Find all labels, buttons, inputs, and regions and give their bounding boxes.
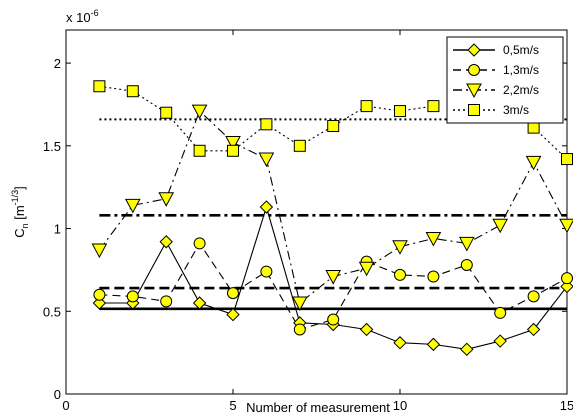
legend-marker-diamond — [467, 43, 481, 57]
data-point-square — [93, 80, 106, 93]
legend-label: 0,5m/s — [503, 43, 539, 57]
data-point-diamond — [560, 279, 573, 294]
data-point-square — [227, 144, 239, 157]
data-point-diamond — [259, 200, 274, 214]
data-point-triangle-down — [124, 198, 141, 214]
data-point-square — [427, 100, 440, 113]
data-point-triangle-down — [425, 231, 442, 247]
plot-area: 0 5 10 15 0 0.5 1 1.5 2 — [43, 29, 573, 413]
data-point-diamond — [192, 296, 207, 310]
y-tick-label: 2 — [54, 56, 61, 71]
data-point-circle — [561, 272, 573, 285]
plot-frame — [65, 29, 568, 395]
data-point-diamond — [526, 322, 541, 337]
y-multiplier: x 10-6 — [66, 8, 99, 25]
data-point-square — [360, 100, 373, 113]
x-tick-label: 5 — [229, 398, 236, 413]
data-point-triangle-down — [525, 155, 542, 171]
data-point-square — [260, 118, 273, 131]
data-point-square — [527, 121, 540, 134]
data-point-diamond — [460, 342, 474, 357]
legend-marker-circle — [468, 64, 480, 76]
x-tick-label: 15 — [560, 398, 573, 413]
data-point-square — [160, 106, 173, 119]
data-point-circle — [193, 237, 206, 250]
data-point-diamond — [226, 307, 240, 322]
y-tick-label: 0 — [54, 387, 61, 402]
data-point-circle — [126, 290, 139, 303]
x-tick-label: 0 — [62, 398, 69, 413]
data-point-circle — [160, 295, 173, 308]
y-tick-label: 1.5 — [43, 139, 61, 154]
data-point-circle — [460, 258, 473, 271]
data-point-circle — [394, 268, 406, 281]
data-point-diamond — [426, 337, 441, 352]
data-point-circle — [227, 287, 239, 300]
legend-label: 3m/s — [503, 103, 529, 117]
data-point-square — [293, 139, 306, 152]
data-point-circle — [293, 323, 306, 336]
legend-label: 2,2m/s — [503, 83, 539, 97]
data-point-triangle-down — [91, 243, 108, 259]
data-point-circle — [494, 306, 507, 319]
data-point-triangle-down — [392, 240, 408, 255]
y-tick-label: 0.5 — [43, 304, 61, 319]
data-point-square — [327, 119, 340, 132]
data-point-circle — [93, 288, 106, 301]
legend-box — [446, 36, 564, 124]
data-point-triangle-down — [358, 261, 375, 277]
data-point-triangle-down — [158, 192, 175, 207]
data-point-diamond — [359, 322, 374, 337]
data-point-diamond — [393, 336, 407, 350]
data-point-triangle-down — [325, 270, 342, 285]
data-point-triangle-down — [559, 218, 573, 234]
data-point-circle — [260, 265, 273, 278]
data-point-square — [193, 144, 206, 157]
data-point-triangle-down — [492, 218, 509, 234]
data-point-square — [561, 153, 573, 166]
data-point-triangle-down — [225, 136, 241, 151]
data-point-square — [126, 85, 139, 98]
data-point-circle — [327, 313, 340, 326]
legend-label: 1,3m/s — [503, 63, 539, 77]
data-point-square — [394, 105, 406, 118]
y-axis-label: Cn [m-1/3] — [10, 186, 30, 238]
data-point-triangle-down — [291, 296, 308, 312]
data-point-triangle-down — [191, 104, 208, 120]
legend-marker-triangle-down — [466, 83, 482, 99]
data-point-diamond — [159, 235, 173, 249]
data-point-circle — [527, 290, 540, 303]
x-tick-label: 10 — [393, 398, 407, 413]
legend-marker-square — [468, 104, 480, 116]
x-axis-label: Number of measurement — [246, 400, 390, 415]
data-point-triangle-down — [458, 236, 475, 252]
data-point-triangle-down — [258, 152, 275, 168]
legend: 0,5m/s 1,3m/s 2,2m/s 3m/s — [446, 36, 564, 124]
data-point-diamond — [493, 334, 507, 348]
data-point-diamond — [92, 296, 107, 310]
data-point-circle — [427, 270, 440, 283]
y-tick-label: 1 — [54, 222, 61, 237]
